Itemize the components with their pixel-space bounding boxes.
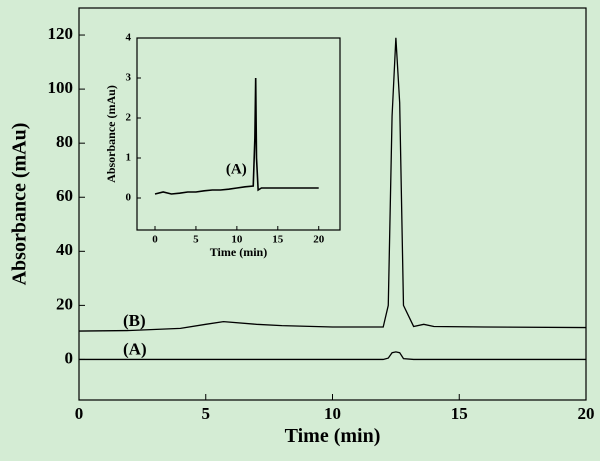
plot-frame [136, 37, 341, 231]
x-tick-label: 0 [75, 404, 84, 423]
x-tick-label: 20 [578, 404, 595, 423]
y-tick-label: 60 [56, 186, 73, 205]
y-tick-label: 1 [126, 152, 132, 164]
series-label: (B) [123, 311, 146, 330]
line [78, 37, 587, 332]
y-tick-label: 2 [126, 112, 132, 124]
x-axis-label: Time (min) [285, 425, 381, 447]
x-tick-label: 20 [313, 233, 325, 245]
series-label: (A) [123, 339, 147, 358]
line [154, 77, 319, 195]
x-tick-label: 15 [451, 404, 468, 423]
y-tick-label: 4 [126, 32, 132, 44]
x-tick-label: 0 [152, 233, 158, 245]
x-tick-label: 10 [324, 404, 341, 423]
y-tick-label: 3 [126, 72, 132, 84]
y-tick-label: 120 [48, 24, 74, 43]
line [79, 351, 586, 361]
series-label: (A) [226, 161, 247, 177]
y-tick-label: 0 [126, 192, 132, 204]
x-axis-label: Time (min) [210, 245, 267, 259]
y-axis-label: Absorbance (mAu) [104, 85, 118, 183]
y-tick-label: 40 [56, 240, 73, 259]
y-tick-label: 0 [65, 348, 74, 367]
y-tick-label: 80 [56, 132, 73, 151]
x-tick-label: 5 [202, 404, 211, 423]
x-tick-label: 5 [193, 233, 199, 245]
x-tick-label: 15 [272, 233, 284, 245]
x-tick-label: 10 [231, 233, 243, 245]
y-tick-label: 20 [56, 294, 73, 313]
y-tick-label: 100 [48, 78, 74, 97]
y-axis-label: Absorbance (mAu) [9, 123, 31, 286]
